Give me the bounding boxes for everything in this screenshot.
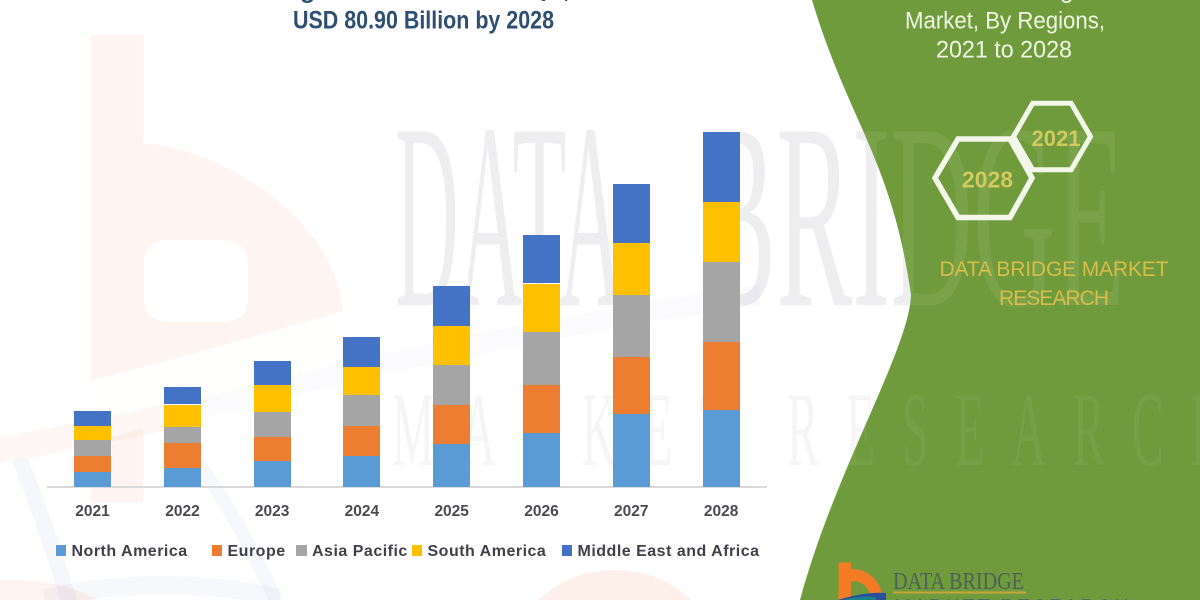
svg-text:2028: 2028 [962, 167, 1013, 193]
svg-text:2021 to 2028: 2021 to 2028 [936, 37, 1072, 64]
svg-text:BRIDGE: BRIDGE [700, 70, 1125, 363]
svg-text:RESEARCH: RESEARCH [787, 371, 1200, 488]
svg-text:2021: 2021 [1032, 126, 1081, 151]
svg-text:DATA BRIDGE MARKET: DATA BRIDGE MARKET [940, 258, 1169, 281]
svg-text:Market, By Regions,: Market, By Regions, [905, 8, 1105, 35]
svg-text:p: p [540, 0, 555, 2]
svg-text:RESEARCH: RESEARCH [999, 287, 1109, 310]
svg-text:MARKET RESEARCH: MARKET RESEARCH [894, 597, 1131, 600]
svg-text:g: g [300, 0, 315, 4]
svg-text:MARKET: MARKET [392, 371, 755, 488]
svg-text:DATA BRIDGE: DATA BRIDGE [893, 569, 1024, 595]
svg-text:g: g [1060, 0, 1073, 4]
svg-text:DATA: DATA [395, 70, 623, 363]
svg-text:,: , [563, 0, 570, 3]
svg-text:USD 80.90 Billion by 2028: USD 80.90 Billion by 2028 [293, 7, 554, 35]
svg-text:DATA: DATA [395, 70, 623, 363]
